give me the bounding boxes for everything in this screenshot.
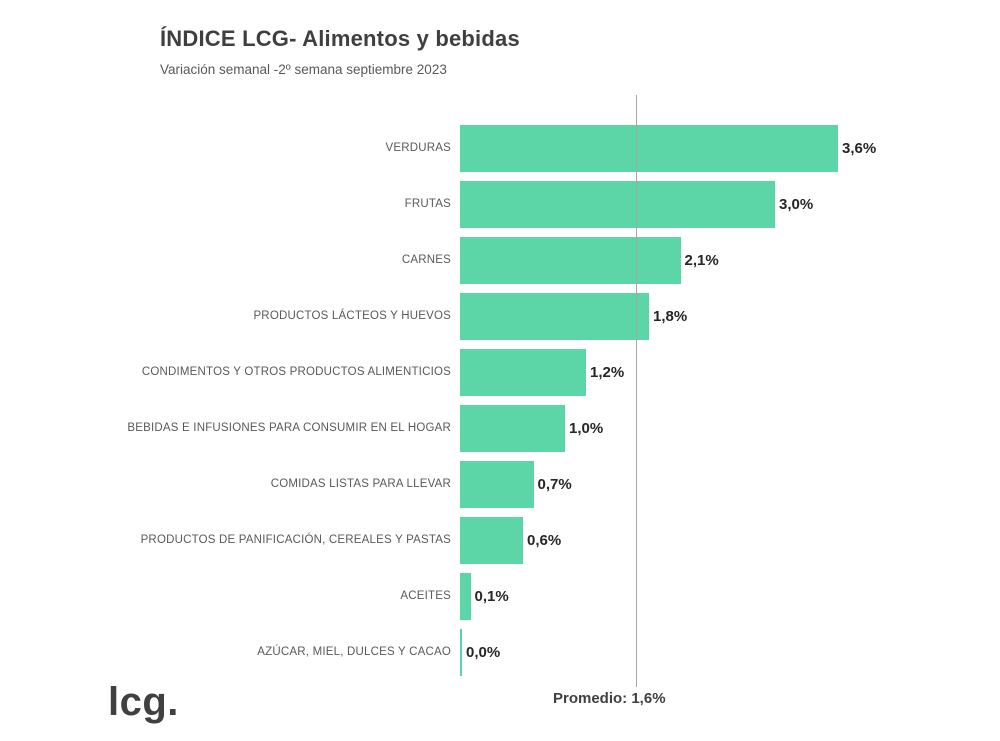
bar-row: PRODUCTOS LÁCTEOS Y HUEVOS 1,8% bbox=[110, 288, 900, 344]
value-label: 1,8% bbox=[653, 307, 688, 325]
bar-row: VERDURAS 3,6% bbox=[110, 120, 900, 176]
bar-row: BEBIDAS E INFUSIONES PARA CONSUMIR EN EL… bbox=[110, 400, 900, 456]
bar bbox=[460, 180, 775, 228]
bar-row: PRODUCTOS DE PANIFICACIÓN, CEREALES Y PA… bbox=[110, 512, 900, 568]
category-cell: CARNES bbox=[110, 252, 460, 269]
bar-area: 0,0% bbox=[460, 628, 900, 676]
bar-rows: VERDURAS 3,6% FRUTAS 3,0% CARNES 2,1% PRODUCTO… bbox=[110, 120, 900, 680]
bar-area: 0,6% bbox=[460, 516, 900, 564]
bar-row: COMIDAS LISTAS PARA LLEVAR 0,7% bbox=[110, 456, 900, 512]
value-label: 1,0% bbox=[569, 419, 604, 437]
bar-row: ACEITES 0,1% bbox=[110, 568, 900, 624]
value-label: 3,6% bbox=[842, 139, 877, 157]
bar-area: 1,8% bbox=[460, 292, 900, 340]
value-label: 1,2% bbox=[590, 363, 625, 381]
bar bbox=[460, 124, 838, 172]
category-label: FRUTAS bbox=[404, 197, 451, 210]
value-label: 0,6% bbox=[527, 531, 562, 549]
category-cell: FRUTAS bbox=[110, 196, 460, 213]
category-cell: CONDIMENTOS Y OTROS PRODUCTOS ALIMENTICI… bbox=[110, 364, 460, 381]
lcg-logo: lcg. bbox=[108, 680, 179, 724]
bar-row: FRUTAS 3,0% bbox=[110, 176, 900, 232]
value-label: 2,1% bbox=[684, 251, 719, 269]
category-label: VERDURAS bbox=[385, 141, 451, 154]
bar-chart-plot: VERDURAS 3,6% FRUTAS 3,0% CARNES 2,1% PRODUCTO… bbox=[110, 95, 900, 687]
bar-area: 2,1% bbox=[460, 236, 900, 284]
bar bbox=[460, 628, 462, 676]
category-label: PRODUCTOS LÁCTEOS Y HUEVOS bbox=[253, 309, 451, 322]
category-label: CARNES bbox=[401, 253, 451, 266]
bar-area: 1,2% bbox=[460, 348, 900, 396]
category-cell: ACEITES bbox=[110, 588, 460, 605]
bar-row: CONDIMENTOS Y OTROS PRODUCTOS ALIMENTICI… bbox=[110, 344, 900, 400]
bar-area: 0,7% bbox=[460, 460, 900, 508]
category-cell: PRODUCTOS DE PANIFICACIÓN, CEREALES Y PA… bbox=[110, 532, 460, 549]
bar bbox=[460, 460, 534, 508]
bar bbox=[460, 292, 649, 340]
value-label: 0,1% bbox=[474, 587, 509, 605]
chart-title: ÍNDICE LCG- Alimentos y bebidas bbox=[160, 26, 520, 51]
category-label: AZÚCAR, MIEL, DULCES Y CACAO bbox=[257, 645, 451, 658]
category-cell: VERDURAS bbox=[110, 140, 460, 157]
chart-subtitle: Variación semanal -2º semana septiembre … bbox=[160, 62, 447, 77]
category-cell: COMIDAS LISTAS PARA LLEVAR bbox=[110, 476, 460, 493]
category-label: CONDIMENTOS Y OTROS PRODUCTOS ALIMENTICI… bbox=[141, 365, 451, 378]
bar-area: 3,0% bbox=[460, 180, 900, 228]
category-label: COMIDAS LISTAS PARA LLEVAR bbox=[270, 477, 451, 490]
bar bbox=[460, 348, 586, 396]
value-label: 0,0% bbox=[466, 643, 501, 661]
bar-row: AZÚCAR, MIEL, DULCES Y CACAO 0,0% bbox=[110, 624, 900, 680]
value-label: 0,7% bbox=[537, 475, 572, 493]
category-label: ACEITES bbox=[400, 589, 451, 602]
category-cell: AZÚCAR, MIEL, DULCES Y CACAO bbox=[110, 644, 460, 661]
bar bbox=[460, 236, 681, 284]
bar-area: 3,6% bbox=[460, 124, 900, 172]
category-label: PRODUCTOS DE PANIFICACIÓN, CEREALES Y PA… bbox=[140, 533, 451, 546]
category-cell: PRODUCTOS LÁCTEOS Y HUEVOS bbox=[110, 308, 460, 325]
category-cell: BEBIDAS E INFUSIONES PARA CONSUMIR EN EL… bbox=[110, 420, 460, 437]
bar bbox=[460, 516, 523, 564]
bar bbox=[460, 572, 471, 620]
bar-row: CARNES 2,1% bbox=[110, 232, 900, 288]
category-label: BEBIDAS E INFUSIONES PARA CONSUMIR EN EL… bbox=[127, 421, 451, 434]
bar bbox=[460, 404, 565, 452]
average-line bbox=[636, 95, 637, 687]
average-label: Promedio: 1,6% bbox=[553, 690, 666, 707]
bar-area: 1,0% bbox=[460, 404, 900, 452]
value-label: 3,0% bbox=[779, 195, 814, 213]
bar-area: 0,1% bbox=[460, 572, 900, 620]
